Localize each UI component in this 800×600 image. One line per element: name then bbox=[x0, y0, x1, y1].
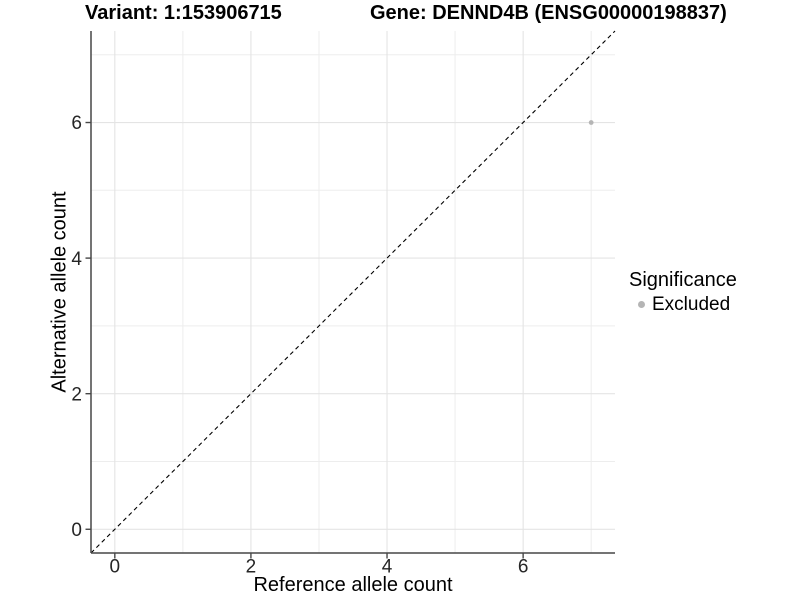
x-tick-label: 4 bbox=[382, 557, 393, 578]
legend-point-icon bbox=[638, 301, 645, 308]
y-tick-label: 4 bbox=[71, 249, 82, 270]
identity-line bbox=[90, 30, 616, 554]
y-axis-title: Alternative allele count bbox=[48, 191, 71, 393]
legend-entry-excluded: Excluded bbox=[629, 294, 737, 315]
y-tick-label: 2 bbox=[71, 384, 82, 405]
data-point-excluded bbox=[588, 120, 594, 125]
legend: Significance Excluded bbox=[629, 269, 737, 315]
x-axis-title: Reference allele count bbox=[253, 574, 453, 596]
y-tick-label: 0 bbox=[71, 520, 82, 541]
plot-title-variant: Variant: 1:153906715 bbox=[85, 2, 282, 24]
x-tick-label: 6 bbox=[518, 557, 529, 578]
legend-entry-label: Excluded bbox=[652, 294, 731, 315]
x-tick-label: 2 bbox=[246, 557, 257, 578]
legend-title: Significance bbox=[629, 269, 737, 291]
plot-title-gene: Gene: DENND4B (ENSG00000198837) bbox=[370, 2, 727, 24]
y-tick-label: 6 bbox=[71, 113, 82, 134]
x-tick-label: 0 bbox=[110, 557, 121, 578]
